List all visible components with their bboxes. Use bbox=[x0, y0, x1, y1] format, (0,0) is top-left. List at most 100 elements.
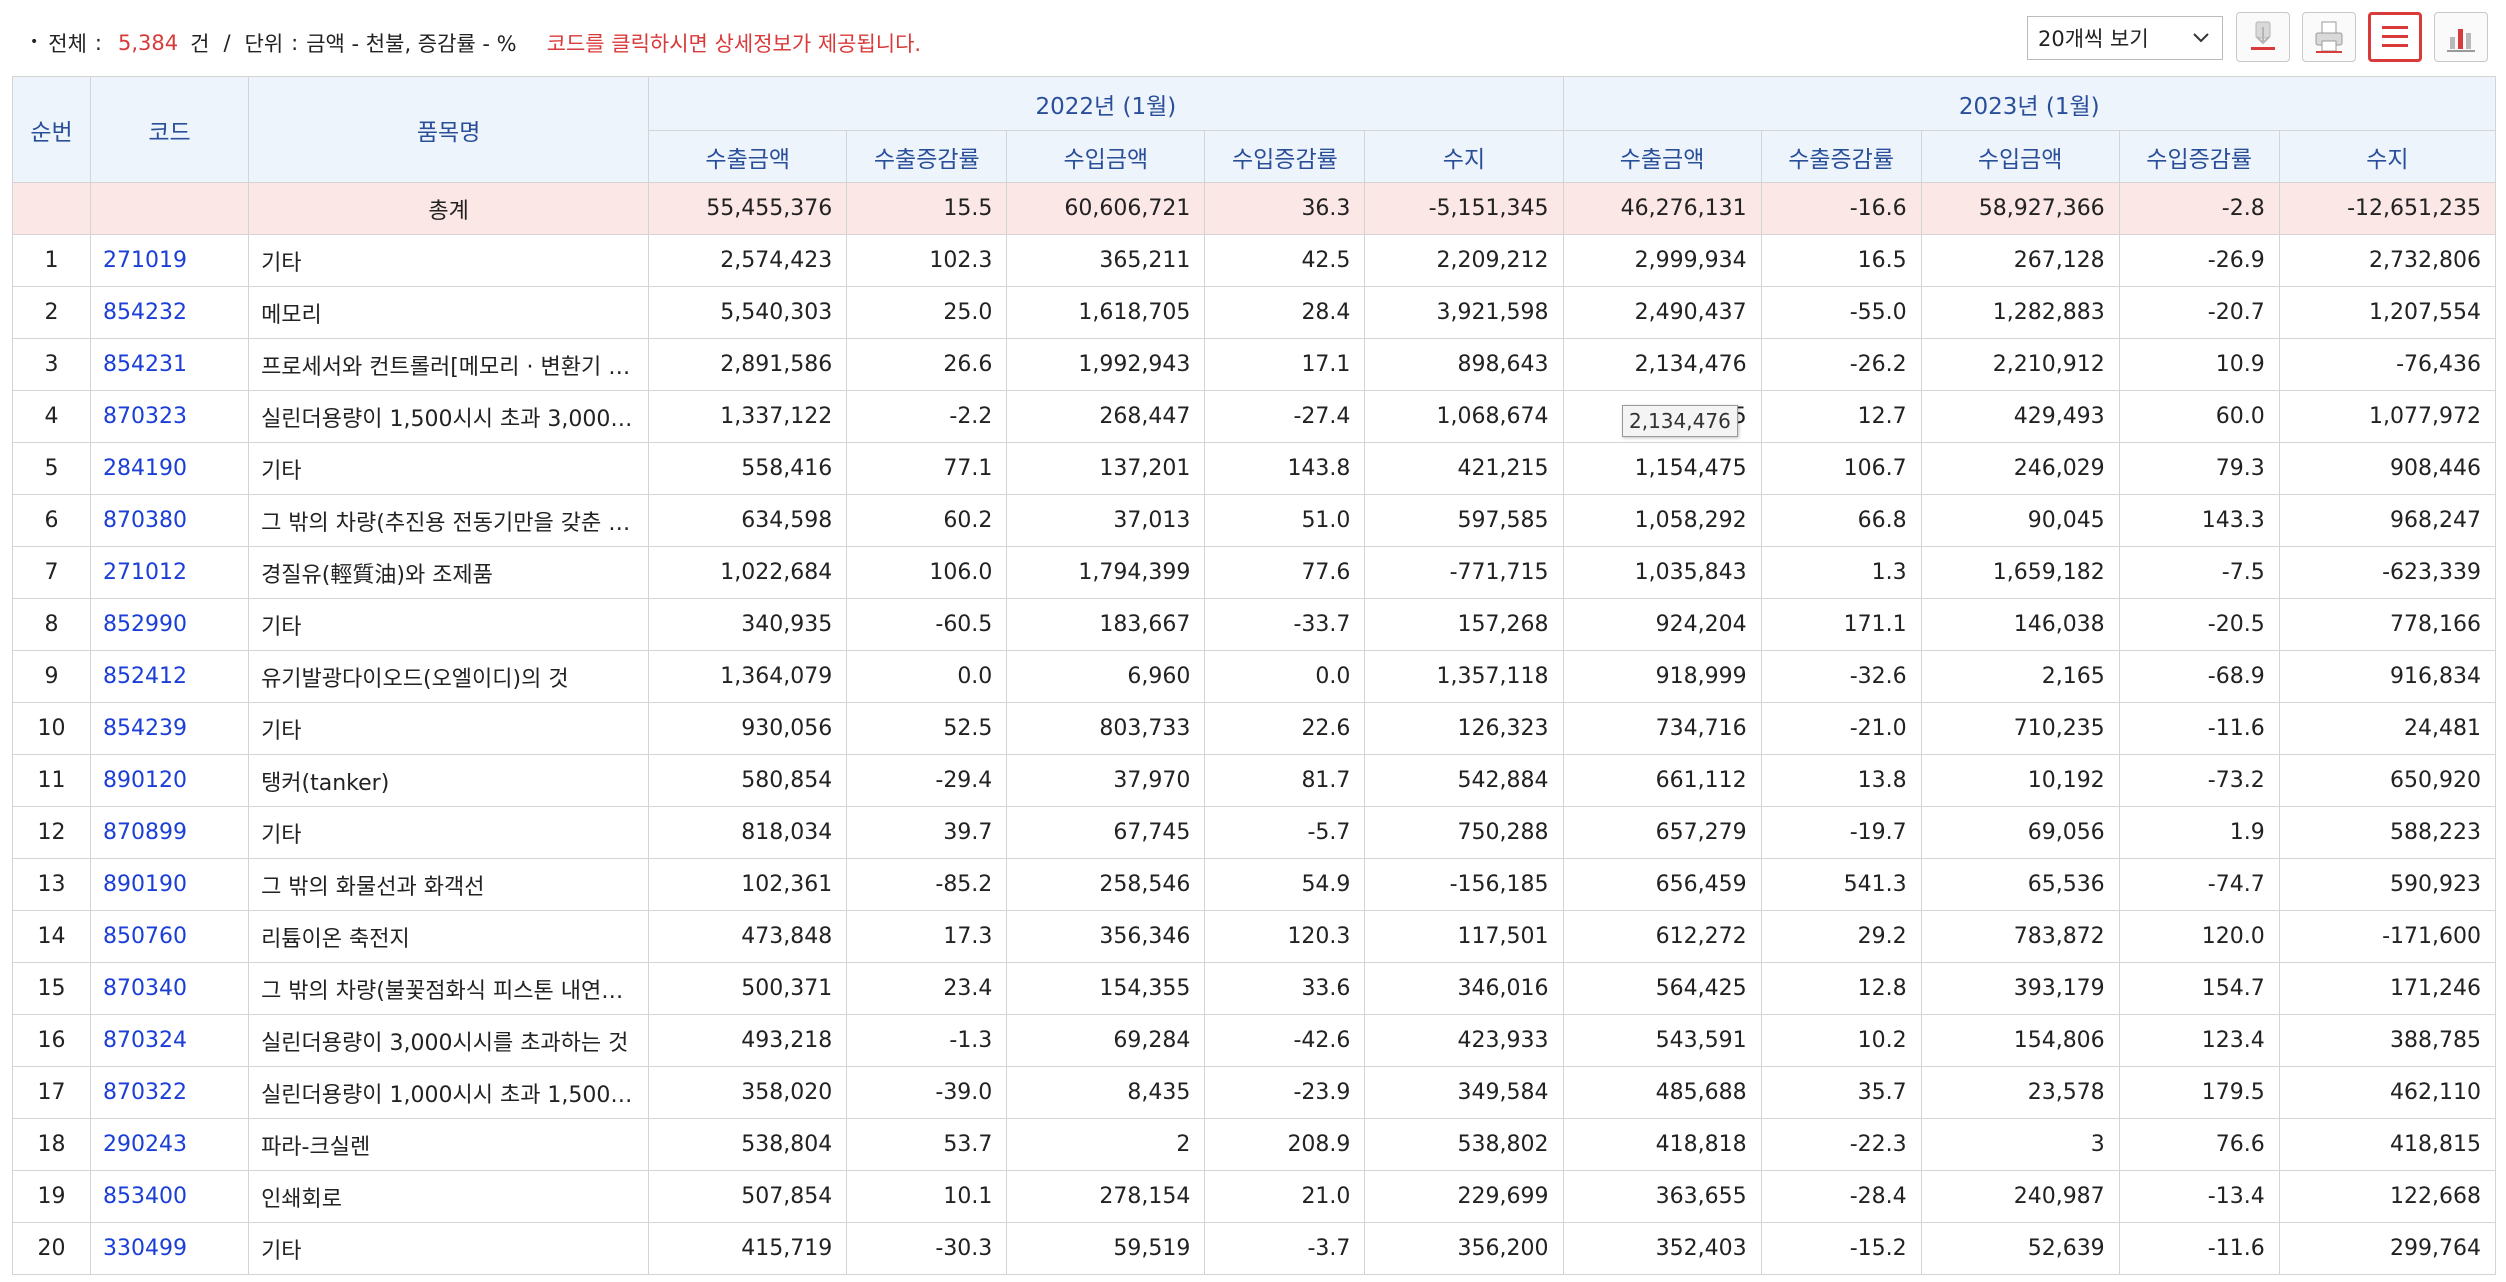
value-cell: 154,355 bbox=[1006, 962, 1206, 1015]
download-button[interactable] bbox=[2236, 12, 2290, 62]
value-cell: 179.5 bbox=[2118, 1066, 2280, 1119]
total-value-cell: -12,651,235 bbox=[2278, 182, 2497, 235]
value-cell: 363,655 bbox=[1562, 1170, 1762, 1223]
value-cell: -39.0 bbox=[846, 1066, 1008, 1119]
row-seq: 12 bbox=[11, 806, 92, 859]
item-code-link[interactable]: 284190 bbox=[90, 442, 250, 495]
header-seq: 순번 bbox=[11, 76, 92, 183]
item-code-link[interactable]: 870324 bbox=[90, 1014, 250, 1067]
item-code-link[interactable]: 850760 bbox=[90, 910, 250, 963]
value-cell: 968,247 bbox=[2278, 494, 2497, 547]
row-seq: 20 bbox=[11, 1222, 92, 1275]
value-cell: 81.7 bbox=[1204, 754, 1366, 807]
item-name: 기타 bbox=[248, 598, 650, 651]
value-cell: -11.6 bbox=[2118, 702, 2280, 755]
print-button[interactable] bbox=[2302, 12, 2356, 62]
list-view-button[interactable] bbox=[2368, 12, 2422, 62]
total-value-cell: 60,606,721 bbox=[1006, 182, 1206, 235]
item-name: 탱커(tanker) bbox=[248, 754, 650, 807]
total-row: 총계 55,455,376 15.5 60,606,721 36.3 -5,151,345… bbox=[11, 182, 2497, 235]
value-cell: 59,519 bbox=[1006, 1222, 1206, 1275]
summary-info: • 전체 : 5,384 건 / 단위 : 금액 - 천불, 증감률 - % 코… bbox=[30, 28, 921, 58]
value-cell: -30.3 bbox=[846, 1222, 1008, 1275]
table-row: 5 284190 기타 558,416 77.1 137,201 143.8 421,215 1… bbox=[11, 442, 2497, 495]
item-code-link[interactable]: 271012 bbox=[90, 546, 250, 599]
item-code-link[interactable]: 870899 bbox=[90, 806, 250, 859]
value-cell: 17.3 bbox=[846, 910, 1008, 963]
value-cell: -19.7 bbox=[1760, 806, 1922, 859]
item-code-link[interactable]: 330499 bbox=[90, 1222, 250, 1275]
value-cell: 10,192 bbox=[1920, 754, 2120, 807]
list-view-icon bbox=[2382, 26, 2408, 47]
colon: : bbox=[291, 31, 299, 55]
item-code-link[interactable]: 870322 bbox=[90, 1066, 250, 1119]
table-row: 11 890120 탱커(tanker) 580,854 -29.4 37,970 81.7… bbox=[11, 754, 2497, 807]
value-cell: 77.1 bbox=[846, 442, 1008, 495]
table-row: 13 890190 그 밖의 화물선과 화객선 102,361 -85.2 258,546… bbox=[11, 858, 2497, 911]
value-cell: 2,891,586 bbox=[648, 338, 848, 391]
header-import-growth-2022: 수입증감률 bbox=[1204, 130, 1366, 183]
item-name: 실린더용량이 1,500시시 초과 3,000시시 이하인 것 bbox=[248, 390, 650, 443]
item-code-link[interactable]: 290243 bbox=[90, 1118, 250, 1171]
item-code-link[interactable]: 853400 bbox=[90, 1170, 250, 1223]
item-code-link[interactable]: 852412 bbox=[90, 650, 250, 703]
row-seq: 19 bbox=[11, 1170, 92, 1223]
unit-value: 금액 - 천불, 증감률 - % bbox=[306, 32, 517, 56]
value-cell: 3 bbox=[1920, 1118, 2120, 1171]
item-code-link[interactable]: 890120 bbox=[90, 754, 250, 807]
value-cell: 26.6 bbox=[846, 338, 1008, 391]
total-label: 전체 bbox=[48, 32, 87, 56]
value-cell: 6,960 bbox=[1006, 650, 1206, 703]
value-cell: 656,459 bbox=[1562, 858, 1762, 911]
value-cell: -21.0 bbox=[1760, 702, 1922, 755]
value-cell: 507,854 bbox=[648, 1170, 848, 1223]
item-code-link[interactable]: 271019 bbox=[90, 234, 250, 287]
page-size-value: 20개씩 보기 bbox=[2038, 27, 2149, 51]
item-code-link[interactable]: 870340 bbox=[90, 962, 250, 1015]
value-cell: 2,574,423 bbox=[648, 234, 848, 287]
value-cell: -26.2 bbox=[1760, 338, 1922, 391]
value-cell: 493,218 bbox=[648, 1014, 848, 1067]
value-cell: 240,987 bbox=[1920, 1170, 2120, 1223]
value-cell: 51.0 bbox=[1204, 494, 1366, 547]
sub-header-row: 수출금액 수출증감률 수입금액 수입증감률 수지 수출금액 수출증감률 수입금액 수입증감률 수지 bbox=[13, 130, 2497, 183]
chart-view-icon bbox=[2447, 29, 2475, 52]
value-cell: 60.2 bbox=[846, 494, 1008, 547]
page-size-select[interactable]: 20개씩 보기 bbox=[2027, 16, 2223, 60]
table-row: 12 870899 기타 818,034 39.7 67,745 -5.7 750,288 65… bbox=[11, 806, 2497, 859]
value-cell: 590,923 bbox=[2278, 858, 2497, 911]
table-row: 2 854232 메모리 5,540,303 25.0 1,618,705 28.4 3,92… bbox=[11, 286, 2497, 339]
chart-view-button[interactable] bbox=[2434, 12, 2488, 62]
header-balance-2023: 수지 bbox=[2278, 130, 2497, 183]
item-code-link[interactable]: 870380 bbox=[90, 494, 250, 547]
value-cell: 42.5 bbox=[1204, 234, 1366, 287]
item-code-link[interactable]: 890190 bbox=[90, 858, 250, 911]
row-seq: 1 bbox=[11, 234, 92, 287]
table-row: 19 853400 인쇄회로 507,854 10.1 278,154 21.0 229,69… bbox=[11, 1170, 2497, 1223]
value-cell: 418,818 bbox=[1562, 1118, 1762, 1171]
value-cell: 393,179 bbox=[1920, 962, 2120, 1015]
value-cell: 120.3 bbox=[1204, 910, 1366, 963]
table-row: 16 870324 실린더용량이 3,000시시를 초과하는 것 493,218 -1.… bbox=[11, 1014, 2497, 1067]
value-cell: 69,056 bbox=[1920, 806, 2120, 859]
item-code-link[interactable]: 854232 bbox=[90, 286, 250, 339]
value-cell: 918,999 bbox=[1562, 650, 1762, 703]
item-code-link[interactable]: 854239 bbox=[90, 702, 250, 755]
header-year-2022: 2022년 (1월) bbox=[648, 76, 1564, 131]
value-cell: 818,034 bbox=[648, 806, 848, 859]
item-code-link[interactable]: 854231 bbox=[90, 338, 250, 391]
value-cell: 340,935 bbox=[648, 598, 848, 651]
value-cell: 33.6 bbox=[1204, 962, 1366, 1015]
value-cell: 1,207,554 bbox=[2278, 286, 2497, 339]
trade-table-container: 순번 코드 품목명 2022년 (1월) 2023년 (1월) 수출금액 수출증감… bbox=[11, 76, 2497, 1275]
row-seq: 7 bbox=[11, 546, 92, 599]
value-cell: 0.0 bbox=[1204, 650, 1366, 703]
value-cell: 1,282,883 bbox=[1920, 286, 2120, 339]
value-cell: 146,038 bbox=[1920, 598, 2120, 651]
item-code-link[interactable]: 852990 bbox=[90, 598, 250, 651]
value-cell: 1,357,118 bbox=[1364, 650, 1564, 703]
item-code-link[interactable]: 870323 bbox=[90, 390, 250, 443]
item-name: 기타 bbox=[248, 1222, 650, 1275]
